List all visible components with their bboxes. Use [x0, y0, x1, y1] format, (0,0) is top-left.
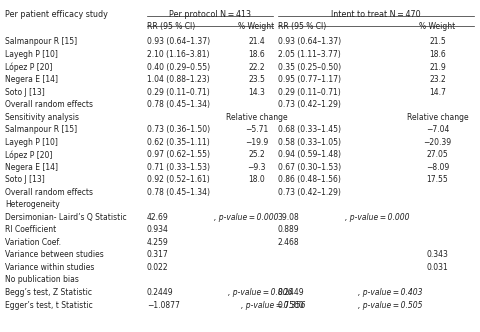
- Text: 0.58 (0.33–1.05): 0.58 (0.33–1.05): [277, 138, 341, 147]
- Text: Variance between studies: Variance between studies: [5, 250, 104, 259]
- Text: 0.93 (0.64–1.37): 0.93 (0.64–1.37): [277, 38, 341, 46]
- Text: Variance within studies: Variance within studies: [5, 263, 95, 272]
- Text: 0.40 (0.29–0.55): 0.40 (0.29–0.55): [147, 62, 210, 71]
- Text: % Weight: % Weight: [420, 22, 456, 31]
- Text: 0.93 (0.64–1.37): 0.93 (0.64–1.37): [147, 38, 210, 46]
- Text: 0.022: 0.022: [147, 263, 168, 272]
- Text: 25.2: 25.2: [248, 150, 265, 159]
- Text: 0.7560: 0.7560: [277, 300, 304, 309]
- Text: Salmanpour R [15]: Salmanpour R [15]: [5, 38, 77, 46]
- Text: 39.08: 39.08: [277, 213, 300, 222]
- Text: RR (95 % CI): RR (95 % CI): [277, 22, 326, 31]
- Text: 0.68 (0.33–1.45): 0.68 (0.33–1.45): [277, 125, 341, 134]
- Text: , p-value = 0.403: , p-value = 0.403: [359, 288, 423, 297]
- Text: 0.78 (0.45–1.34): 0.78 (0.45–1.34): [147, 100, 210, 109]
- Text: 1.04 (0.88–1.23): 1.04 (0.88–1.23): [147, 75, 209, 84]
- Text: 0.73 (0.42–1.29): 0.73 (0.42–1.29): [277, 100, 340, 109]
- Text: Relative change: Relative change: [226, 113, 287, 122]
- Text: 0.73 (0.36–1.50): 0.73 (0.36–1.50): [147, 125, 210, 134]
- Text: 42.69: 42.69: [147, 213, 168, 222]
- Text: 0.29 (0.11–0.71): 0.29 (0.11–0.71): [147, 88, 210, 97]
- Text: , p-value = 0.505: , p-value = 0.505: [359, 300, 423, 309]
- Text: 27.05: 27.05: [427, 150, 448, 159]
- Text: 0.317: 0.317: [147, 250, 168, 259]
- Text: 0.2449: 0.2449: [277, 288, 304, 297]
- Text: 0.343: 0.343: [427, 250, 448, 259]
- Text: RI Coefficient: RI Coefficient: [5, 225, 57, 234]
- Text: −19.9: −19.9: [245, 138, 268, 147]
- Text: 0.86 (0.48–1.56): 0.86 (0.48–1.56): [277, 175, 340, 184]
- Text: 2.468: 2.468: [277, 238, 299, 247]
- Text: Layegh P [10]: Layegh P [10]: [5, 50, 58, 59]
- Text: 0.95 (0.77–1.17): 0.95 (0.77–1.17): [277, 75, 341, 84]
- Text: Salmanpour R [15]: Salmanpour R [15]: [5, 125, 77, 134]
- Text: , p-value = 0.806: , p-value = 0.806: [228, 288, 292, 297]
- Text: Soto J [13]: Soto J [13]: [5, 175, 45, 184]
- Text: 0.71 (0.33–1.53): 0.71 (0.33–1.53): [147, 163, 210, 172]
- Text: 21.4: 21.4: [248, 38, 265, 46]
- Text: 4.259: 4.259: [147, 238, 168, 247]
- Text: 18.6: 18.6: [248, 50, 265, 59]
- Text: 21.5: 21.5: [429, 38, 446, 46]
- Text: 0.73 (0.42–1.29): 0.73 (0.42–1.29): [277, 188, 340, 197]
- Text: 0.92 (0.52–1.61): 0.92 (0.52–1.61): [147, 175, 210, 184]
- Text: Heterogeneity: Heterogeneity: [5, 200, 60, 209]
- Text: , p-value = 0.000: , p-value = 0.000: [214, 213, 278, 222]
- Text: 14.3: 14.3: [248, 88, 265, 97]
- Text: , p-value = 0.000: , p-value = 0.000: [345, 213, 409, 222]
- Text: 14.7: 14.7: [429, 88, 446, 97]
- Text: −5.71: −5.71: [245, 125, 268, 134]
- Text: Sensitivity analysis: Sensitivity analysis: [5, 113, 79, 122]
- Text: Per patient efficacy study: Per patient efficacy study: [5, 10, 108, 19]
- Text: 0.889: 0.889: [277, 225, 299, 234]
- Text: Negera E [14]: Negera E [14]: [5, 75, 58, 84]
- Text: 0.78 (0.45–1.34): 0.78 (0.45–1.34): [147, 188, 210, 197]
- Text: −9.3: −9.3: [247, 163, 266, 172]
- Text: 17.55: 17.55: [427, 175, 448, 184]
- Text: Overall random effects: Overall random effects: [5, 100, 93, 109]
- Text: 0.934: 0.934: [147, 225, 169, 234]
- Text: Per protocol N = 413: Per protocol N = 413: [169, 10, 251, 19]
- Text: 0.031: 0.031: [427, 263, 448, 272]
- Text: Relative change: Relative change: [407, 113, 468, 122]
- Text: −20.39: −20.39: [423, 138, 452, 147]
- Text: Dersimonian- Laird’s Q Statistic: Dersimonian- Laird’s Q Statistic: [5, 213, 127, 222]
- Text: −7.04: −7.04: [426, 125, 449, 134]
- Text: 23.5: 23.5: [248, 75, 265, 84]
- Text: 18.6: 18.6: [429, 50, 446, 59]
- Text: 2.10 (1.16–3.81): 2.10 (1.16–3.81): [147, 50, 209, 59]
- Text: 22.2: 22.2: [248, 62, 265, 71]
- Text: 0.62 (0.35–1.11): 0.62 (0.35–1.11): [147, 138, 210, 147]
- Text: 2.05 (1.11–3.77): 2.05 (1.11–3.77): [277, 50, 340, 59]
- Text: 23.2: 23.2: [429, 75, 446, 84]
- Text: Egger’s test, t Statistic: Egger’s test, t Statistic: [5, 300, 93, 309]
- Text: Variation Coef.: Variation Coef.: [5, 238, 61, 247]
- Text: 0.29 (0.11–0.71): 0.29 (0.11–0.71): [277, 88, 340, 97]
- Text: 0.2449: 0.2449: [147, 288, 173, 297]
- Text: No publication bias: No publication bias: [5, 276, 79, 285]
- Text: Begg’s test, Z Statistic: Begg’s test, Z Statistic: [5, 288, 92, 297]
- Text: −1.0877: −1.0877: [147, 300, 180, 309]
- Text: 18.0: 18.0: [248, 175, 265, 184]
- Text: −8.09: −8.09: [426, 163, 449, 172]
- Text: 0.94 (0.59–1.48): 0.94 (0.59–1.48): [277, 150, 341, 159]
- Text: RR (95 % CI): RR (95 % CI): [147, 22, 195, 31]
- Text: 0.35 (0.25–0.50): 0.35 (0.25–0.50): [277, 62, 341, 71]
- Text: 0.67 (0.30–1.53): 0.67 (0.30–1.53): [277, 163, 341, 172]
- Text: Intent to treat N = 470: Intent to treat N = 470: [331, 10, 421, 19]
- Text: Soto J [13]: Soto J [13]: [5, 88, 45, 97]
- Text: Negera E [14]: Negera E [14]: [5, 163, 58, 172]
- Text: , p-value = 0.356: , p-value = 0.356: [241, 300, 306, 309]
- Text: López P [20]: López P [20]: [5, 150, 53, 160]
- Text: Overall random effects: Overall random effects: [5, 188, 93, 197]
- Text: 0.97 (0.62–1.55): 0.97 (0.62–1.55): [147, 150, 210, 159]
- Text: % Weight: % Weight: [239, 22, 275, 31]
- Text: López P [20]: López P [20]: [5, 62, 53, 72]
- Text: 21.9: 21.9: [429, 62, 446, 71]
- Text: Layegh P [10]: Layegh P [10]: [5, 138, 58, 147]
